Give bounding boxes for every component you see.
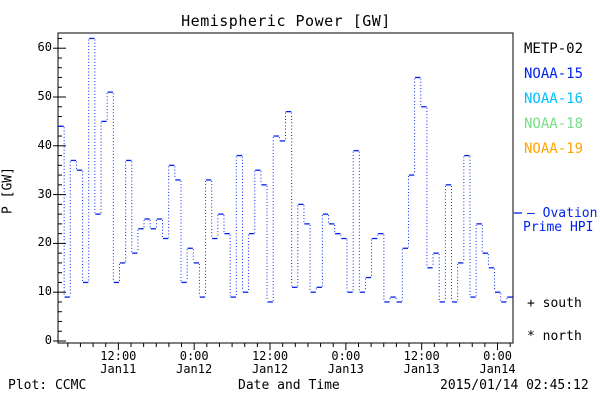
- x-tick-label: 0:00 Jan14: [463, 350, 533, 376]
- x-tick-text: Jan13: [403, 362, 440, 376]
- x-tick-text: 12:00: [251, 349, 289, 363]
- y-tick-label: 60: [37, 40, 52, 55]
- x-tick-label: 0:00 Jan13: [311, 350, 381, 376]
- plot-timestamp: 2015/01/14 02:45:12: [440, 378, 589, 393]
- legend-item-noaa-16: NOAA-16: [524, 91, 584, 107]
- y-tick-label: 50: [37, 89, 52, 103]
- legend-south-marker: + south: [527, 296, 582, 311]
- x-tick-label: 0:00 Jan12: [159, 350, 229, 376]
- x-tick-text: 12:00: [100, 349, 137, 363]
- y-tick-label: 20: [37, 235, 52, 250]
- y-tick-label: 40: [37, 137, 52, 152]
- legend-item-metp-02: METP-02: [524, 41, 584, 57]
- y-tick-label: 30: [37, 186, 52, 201]
- x-tick-text: 0:00: [179, 349, 209, 363]
- chart-title: Hemispheric Power [GW]: [181, 12, 391, 30]
- x-tick-label: 12:00 Jan12: [235, 350, 305, 376]
- legend-model-line2: Prime HPI: [523, 220, 594, 235]
- legend-item-noaa-19: NOAA-19: [524, 141, 584, 157]
- y-tick-label: 0: [44, 333, 52, 347]
- x-tick-text: Jan13: [327, 362, 364, 376]
- x-tick-label: 12:00 Jan11: [83, 350, 153, 376]
- x-tick-text: 0:00: [331, 349, 361, 363]
- legend-north-marker: * north: [527, 329, 582, 344]
- y-tick-label: 10: [37, 284, 52, 299]
- legend-item-noaa-15: NOAA-15: [524, 66, 584, 82]
- legend-item-noaa-18: NOAA-18: [524, 116, 584, 132]
- x-tick-text: Jan12: [251, 362, 289, 376]
- x-tick-text: Jan12: [176, 362, 213, 376]
- x-tick-text: Jan11: [100, 362, 137, 376]
- x-tick-text: 0:00: [483, 349, 512, 363]
- plot-credit: Plot: CCMC: [8, 378, 87, 393]
- x-tick-text: Jan14: [479, 362, 516, 376]
- y-axis-label: P [GW]: [0, 167, 16, 214]
- x-tick-label: 12:00 Jan13: [387, 350, 457, 376]
- plot-frame: [57, 32, 514, 344]
- legend-model-line1: – Ovation: [527, 206, 598, 221]
- x-tick-text: 12:00: [403, 349, 440, 363]
- x-axis-title: Date and Time: [238, 378, 340, 393]
